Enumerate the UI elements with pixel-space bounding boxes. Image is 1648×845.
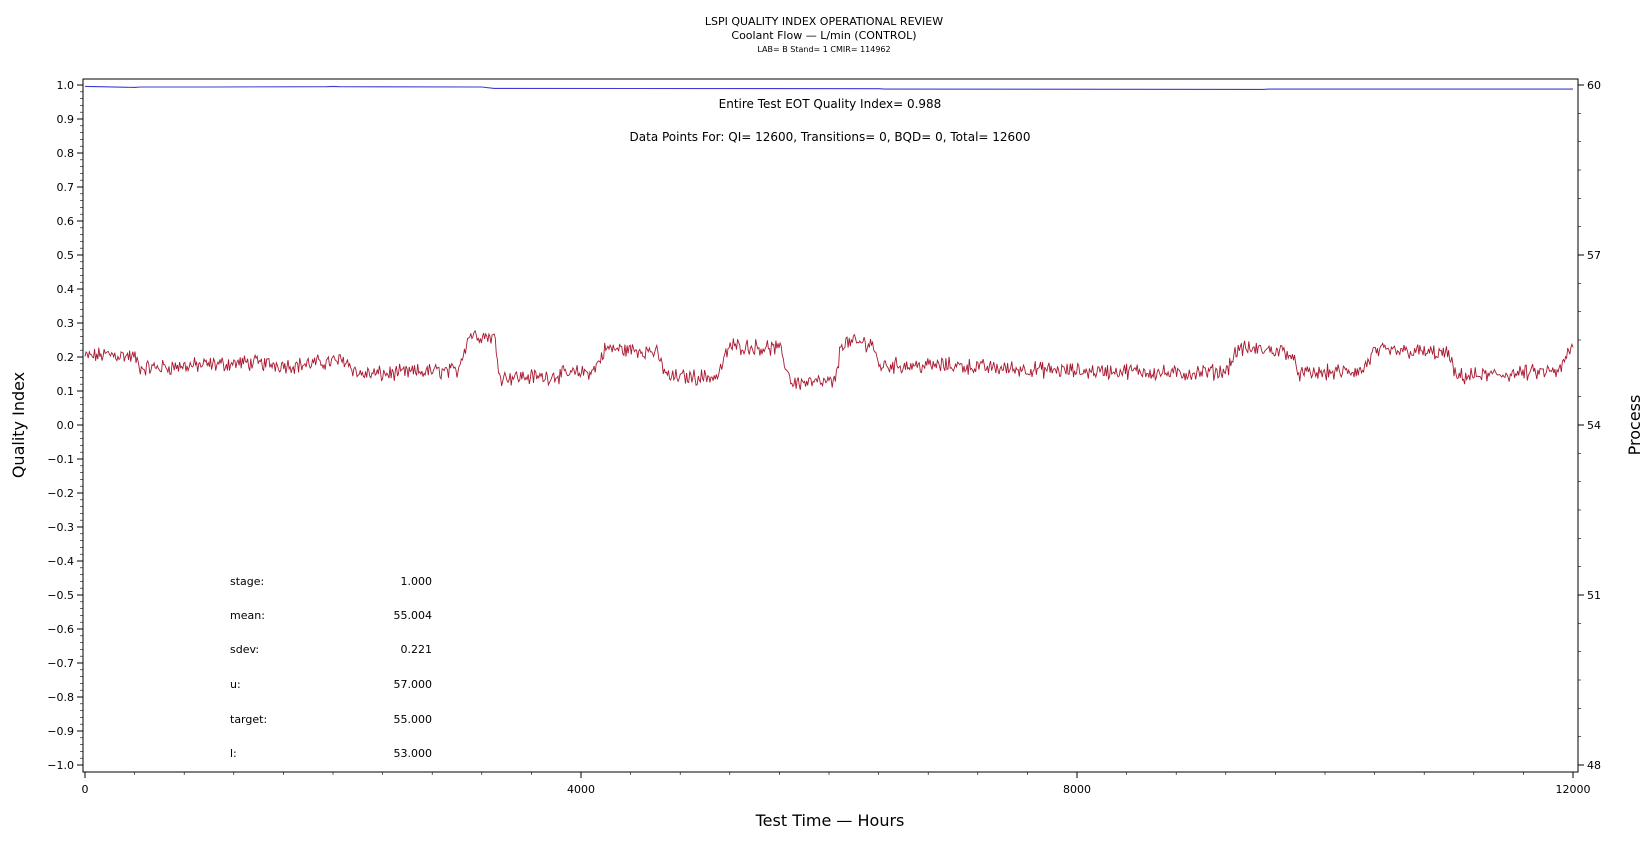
y2-tick-label: 54 <box>1587 419 1601 432</box>
y-tick-label: −0.9 <box>47 725 74 738</box>
stat-label: u: <box>230 678 241 691</box>
y-tick-label: −0.6 <box>47 623 74 636</box>
y-tick-label: −0.2 <box>47 487 74 500</box>
y2-tick-label: 60 <box>1587 79 1601 92</box>
y-tick-label: 1.0 <box>57 79 75 92</box>
y2-tick-label: 51 <box>1587 589 1601 602</box>
y2-tick-label: 48 <box>1587 759 1601 772</box>
quality-index-series-line <box>84 85 1573 90</box>
chart-subsubtitle: LAB= B Stand= 1 CMIR= 114962 <box>757 45 890 54</box>
process-series-line <box>84 329 1574 390</box>
y-tick-label: 0.9 <box>57 113 75 126</box>
y-tick-label: 0.6 <box>57 215 75 228</box>
y-tick-label: 0.2 <box>57 351 75 364</box>
y-tick-label: 0.7 <box>57 181 75 194</box>
y-tick-label: 0.5 <box>57 249 75 262</box>
points-summary-annotation: Data Points For: QI= 12600, Transitions=… <box>630 130 1031 144</box>
y-tick-label: −0.5 <box>47 589 74 602</box>
left-axis: −1.0 −0.9 −0.8 −0.7 −0.6 −0.5 −0.4 −0.3 −0.2 −0.1… <box>47 79 83 772</box>
stat-label: mean: <box>230 609 265 622</box>
x-tick-label: 8000 <box>1063 783 1091 796</box>
x-axis-label: Test Time — Hours <box>755 811 905 830</box>
chart-title: LSPI QUALITY INDEX OPERATIONAL REVIEW <box>705 15 943 28</box>
y-tick-label: −0.1 <box>47 453 74 466</box>
series-layer <box>84 85 1574 390</box>
stat-label: target: <box>230 713 267 726</box>
x-axis: 0 4000 8000 12000 <box>82 772 1591 796</box>
stat-label: sdev: <box>230 643 259 656</box>
y-tick-label: −0.4 <box>47 555 74 568</box>
stat-value: 1.000 <box>401 575 433 588</box>
plot-frame <box>82 78 1579 773</box>
stat-label: stage: <box>230 575 264 588</box>
y-axis-label: Quality Index <box>9 372 28 478</box>
x-tick-label: 4000 <box>567 783 595 796</box>
stat-value: 55.000 <box>394 713 433 726</box>
stat-label: l: <box>230 747 237 760</box>
y2-axis-label: Process <box>1625 395 1644 456</box>
stat-value: 55.004 <box>394 609 433 622</box>
y-tick-label: 0.4 <box>57 283 75 296</box>
stat-value: 53.000 <box>394 747 433 760</box>
y-tick-label: 0.0 <box>57 419 75 432</box>
y-tick-label: −1.0 <box>47 759 74 772</box>
y-tick-label: 0.1 <box>57 385 75 398</box>
y-tick-label: 0.3 <box>57 317 75 330</box>
y2-tick-label: 57 <box>1587 249 1601 262</box>
qi-summary-annotation: Entire Test EOT Quality Index= 0.988 <box>719 97 942 111</box>
right-axis: 48 51 54 57 60 <box>1578 79 1601 772</box>
y-tick-label: −0.8 <box>47 691 74 704</box>
x-tick-label: 12000 <box>1556 783 1591 796</box>
x-tick-label: 0 <box>82 783 89 796</box>
y-tick-label: 0.8 <box>57 147 75 160</box>
stat-value: 0.221 <box>401 643 433 656</box>
y-tick-label: −0.7 <box>47 657 74 670</box>
chart-subtitle: Coolant Flow — L/min (CONTROL) <box>731 29 916 42</box>
y-tick-label: −0.3 <box>47 521 74 534</box>
stats-block: stage: 1.000 mean: 55.004 sdev: 0.221 u: 57.000… <box>230 575 432 760</box>
stat-value: 57.000 <box>394 678 433 691</box>
